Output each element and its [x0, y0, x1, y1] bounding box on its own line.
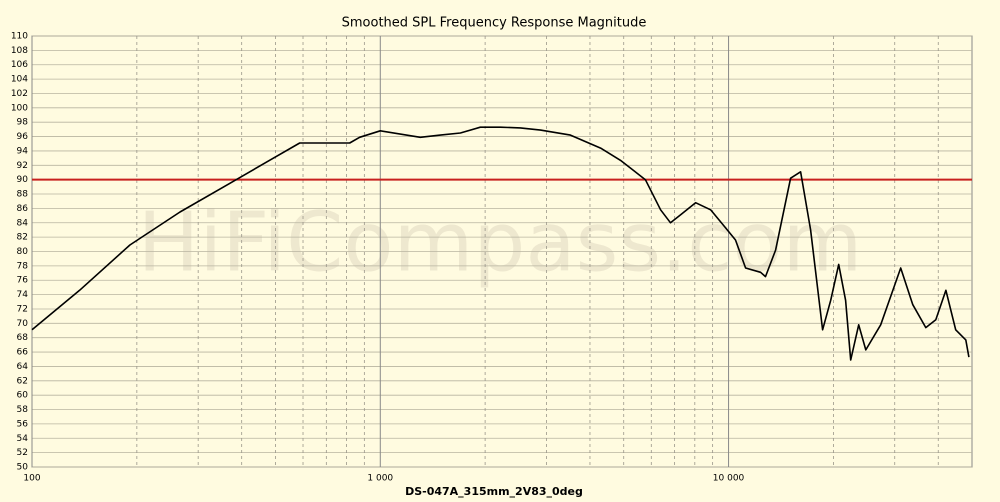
y-tick-label: 104	[11, 75, 28, 85]
x-axis-label: DS-047A_315mm_2V83_0deg	[405, 485, 583, 498]
y-tick-label: 86	[17, 204, 29, 214]
y-tick-label: 54	[17, 434, 29, 444]
y-tick-label: 92	[17, 161, 28, 171]
y-tick-label: 84	[17, 218, 29, 228]
y-tick-label: 100	[11, 103, 28, 113]
x-tick-label: 10 000	[713, 474, 745, 484]
y-tick-label: 66	[17, 348, 29, 358]
y-tick-label: 50	[17, 463, 29, 473]
y-tick-label: 82	[17, 233, 28, 243]
x-tick-label: 100	[23, 474, 40, 484]
y-tick-label: 78	[17, 261, 29, 271]
y-tick-label: 72	[17, 304, 28, 314]
y-tick-label: 76	[17, 276, 29, 286]
y-tick-label: 62	[17, 376, 28, 386]
y-tick-label: 52	[17, 448, 28, 458]
x-tick-label: 1 000	[367, 474, 393, 484]
y-tick-label: 102	[11, 89, 28, 99]
y-tick-label: 64	[17, 362, 29, 372]
y-tick-label: 74	[17, 290, 29, 300]
y-tick-label: 90	[17, 175, 29, 185]
y-tick-label: 80	[17, 247, 29, 257]
y-tick-label: 96	[17, 132, 29, 142]
y-tick-label: 58	[17, 405, 29, 415]
y-tick-label: 98	[17, 118, 29, 128]
y-tick-label: 110	[11, 32, 28, 42]
response-line	[31, 126, 970, 361]
y-tick-label: 106	[11, 60, 28, 70]
chart-title: Smoothed SPL Frequency Response Magnitud…	[342, 16, 647, 31]
y-tick-label: 88	[17, 190, 29, 200]
y-tick-label: 70	[17, 319, 29, 329]
y-tick-label: 94	[17, 146, 29, 156]
y-tick-label: 68	[17, 333, 29, 343]
y-tick-label: 108	[11, 46, 28, 56]
watermark: HiFiCompass.com	[138, 195, 863, 290]
y-tick-label: 60	[17, 391, 29, 401]
y-tick-label: 56	[17, 419, 29, 429]
